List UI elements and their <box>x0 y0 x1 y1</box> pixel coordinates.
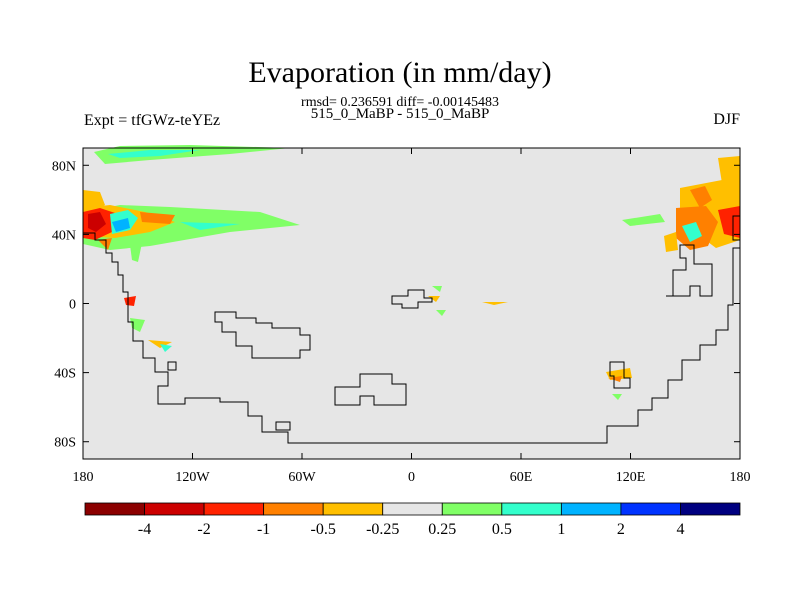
anomaly-patch <box>482 302 508 305</box>
anomaly-patch <box>664 232 678 252</box>
anomaly-patch <box>682 222 702 242</box>
colorbar-label: -2 <box>197 521 210 538</box>
coastline <box>83 215 740 444</box>
colorbar-swatch <box>441 502 503 516</box>
lat-tick-label: 40N <box>52 228 76 243</box>
colorbar-label: -1 <box>257 521 270 538</box>
anomaly-patch <box>608 376 622 382</box>
colorbar-label: 2 <box>617 521 625 538</box>
colorbar-label: 0.5 <box>492 521 512 538</box>
experiment-label: Expt = tfGWz-teYEz <box>84 112 221 129</box>
season-label: DJF <box>713 111 740 128</box>
lat-tick-label: 80N <box>52 159 76 174</box>
lon-tick-label: 60W <box>288 470 316 485</box>
lat-tick-label: 0 <box>69 298 76 313</box>
colorbar-swatch <box>84 502 145 516</box>
chart-title: Evaporation (in mm/day) <box>248 56 552 89</box>
anomaly-patch <box>130 243 142 262</box>
colorbar-swatch <box>680 502 741 516</box>
anomaly-patch <box>612 394 622 400</box>
anomaly-patch <box>160 344 172 352</box>
anomaly-patch <box>108 150 200 158</box>
anomaly-patch <box>432 286 442 292</box>
anomaly-patch <box>180 222 240 230</box>
colorbar-swatch <box>203 502 265 516</box>
anomaly-patch <box>140 212 175 224</box>
lat-tick-label: 80S <box>54 436 76 451</box>
anomaly-patch <box>622 214 665 226</box>
colorbar-swatch <box>382 502 443 516</box>
colorbar-swatch <box>144 502 205 516</box>
period-label: 515_0_MaBP - 515_0_MaBP <box>310 106 490 122</box>
colorbar-swatch <box>263 502 324 516</box>
lon-tick-label: 60E <box>510 470 533 485</box>
lat-tick-label: 40S <box>54 367 76 382</box>
anomaly-patch <box>98 238 112 250</box>
lon-tick-label: 180 <box>73 470 94 485</box>
anomaly-patch <box>436 310 446 316</box>
colorbar-swatch <box>620 502 681 516</box>
colorbar-label: 1 <box>557 521 565 538</box>
ocean-background <box>83 148 740 459</box>
colorbar: -4 -2 -1 -0.5 -0.25 0.25 0.5 1 2 4 <box>84 502 741 538</box>
anomaly-patch <box>130 318 145 332</box>
anomaly-patch <box>690 186 712 208</box>
lon-tick-label: 180 <box>730 470 751 485</box>
colorbar-swatch <box>560 502 622 516</box>
anomaly-patches <box>83 145 740 400</box>
colorbar-swatch <box>501 502 562 516</box>
map-field <box>82 145 741 460</box>
anomaly-patch <box>124 296 136 306</box>
anomaly-patch <box>88 212 106 232</box>
axis-ticks: 80N 40N 0 40S 80S 180 120W 60W 0 60E 120E 180 <box>52 148 751 485</box>
lon-tick-label: 120W <box>175 470 210 485</box>
colorbar-swatch <box>322 502 384 516</box>
anomaly-patch <box>112 218 130 232</box>
colorbar-label: 4 <box>676 521 684 538</box>
anomaly-patch <box>606 368 632 380</box>
anomaly-patch <box>94 145 290 164</box>
colorbar-label: -4 <box>138 521 151 538</box>
stats-line: rmsd= 0.236591 diff= -0.00145483 <box>301 95 499 110</box>
lon-tick-label: 0 <box>408 470 415 485</box>
colorbar-label: -0.5 <box>311 521 336 538</box>
colorbar-label: -0.25 <box>366 521 399 538</box>
lon-tick-label: 120E <box>616 470 646 485</box>
anomaly-patch <box>718 206 740 238</box>
colorbar-label: 0.25 <box>428 521 456 538</box>
